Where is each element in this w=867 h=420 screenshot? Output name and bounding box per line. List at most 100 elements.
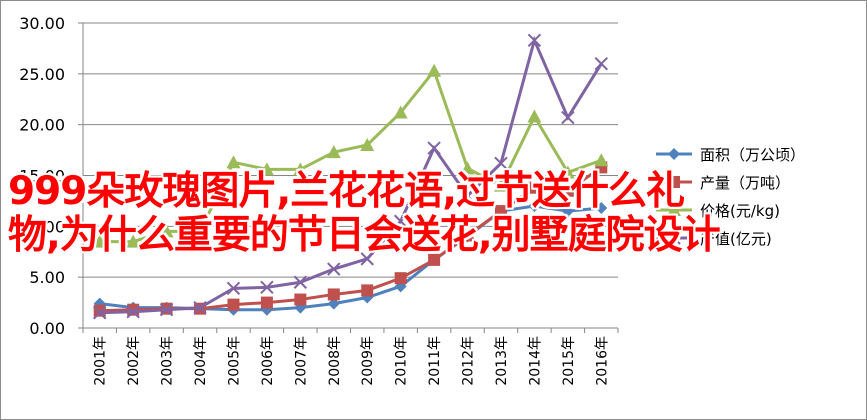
data-point <box>193 224 208 238</box>
legend-label: 产值(亿元) <box>700 230 772 248</box>
data-point <box>594 153 609 167</box>
legend-entry: 产量（万吨） <box>656 174 790 192</box>
x-tick-label: 2010年 <box>394 336 410 386</box>
data-point <box>159 302 174 317</box>
legend-label: 面积（万公顷） <box>700 146 805 164</box>
data-point <box>561 110 575 125</box>
data-point <box>528 200 541 212</box>
legend-marker <box>667 203 681 216</box>
data-point <box>293 162 308 176</box>
x-tick-label: 2003年 <box>160 336 176 386</box>
x-tick-label: 2006年 <box>260 336 276 386</box>
x-tick-label: 2014年 <box>527 336 543 386</box>
y-tick-label: 10.00 <box>19 217 65 236</box>
data-point <box>461 229 474 242</box>
data-point <box>393 105 408 119</box>
data-point <box>227 298 240 311</box>
series-line <box>99 67 602 244</box>
x-marker-stroke <box>527 33 542 47</box>
data-point <box>527 33 542 47</box>
x-tick-label: 2001年 <box>93 336 109 386</box>
data-point <box>126 305 140 319</box>
data-point <box>159 224 174 238</box>
data-point <box>560 165 575 179</box>
x-tick-label: 2007年 <box>293 336 309 386</box>
x-tick-label: 2011年 <box>427 336 443 386</box>
legend-marker <box>667 231 681 245</box>
overlay-title-line-2: 物,为什么重要的节日会送花,别墅庭院设计 <box>8 213 721 258</box>
x-tick-label: 2009年 <box>360 336 376 386</box>
data-point <box>127 303 140 316</box>
data-point <box>126 234 141 248</box>
data-point <box>394 272 407 285</box>
data-point <box>260 296 273 309</box>
x-marker-stroke <box>93 306 107 320</box>
data-point <box>259 162 274 176</box>
data-point <box>393 214 408 228</box>
x-tick-label: 2013年 <box>494 336 510 386</box>
data-point <box>527 109 542 123</box>
data-point <box>93 306 107 320</box>
series-line <box>99 35 603 315</box>
data-point <box>493 178 508 192</box>
data-point <box>93 304 106 317</box>
y-tick-label: 20.00 <box>19 116 65 135</box>
legend-label: 价格(元/kg) <box>700 202 780 220</box>
series-4 <box>93 33 608 320</box>
data-point <box>561 184 574 197</box>
x-marker-stroke <box>494 156 508 171</box>
data-point <box>327 297 340 310</box>
x-marker-stroke <box>226 281 241 296</box>
legend-label: 产量（万吨） <box>700 174 790 192</box>
data-point <box>260 280 274 295</box>
data-point <box>360 252 374 266</box>
x-tick-label: 2005年 <box>226 336 242 386</box>
data-point <box>92 234 107 248</box>
x-tick-label: 2016年 <box>594 336 610 386</box>
series-3 <box>92 63 609 248</box>
y-tick-label: 5.00 <box>29 268 65 287</box>
data-point <box>327 288 340 301</box>
data-point <box>594 56 608 71</box>
data-point <box>427 141 441 155</box>
x-marker-stroke <box>594 56 608 71</box>
x-tick-label: 2008年 <box>327 336 343 386</box>
x-marker-stroke <box>159 302 174 317</box>
data-point <box>428 253 441 266</box>
legend-entry: 价格(元/kg) <box>656 202 780 220</box>
overlay-title-line-1: 999朵玫瑰图片,兰花花语,过节送什么礼 <box>8 169 685 214</box>
data-point <box>293 275 308 289</box>
data-point <box>595 202 608 215</box>
data-point <box>561 205 574 218</box>
x-tick-label: 2015年 <box>561 336 577 386</box>
data-point <box>294 293 307 306</box>
x-marker-stroke <box>561 110 575 125</box>
x-marker-stroke <box>293 275 308 289</box>
y-tick-label: 25.00 <box>19 65 65 84</box>
y-tick-label: 15.00 <box>19 167 65 186</box>
x-marker-stroke <box>193 300 207 315</box>
x-marker-stroke <box>427 141 441 155</box>
data-point <box>226 281 241 296</box>
data-point <box>494 156 508 171</box>
data-point <box>193 300 207 315</box>
legend-entry: 面积（万公顷） <box>656 146 805 164</box>
data-point <box>226 155 241 169</box>
x-marker-stroke <box>327 262 341 276</box>
y-tick-label: 0.00 <box>29 319 65 338</box>
legend-entry: 产值(亿元) <box>656 230 772 248</box>
x-marker-stroke <box>126 305 140 319</box>
data-point <box>460 189 475 203</box>
legend-marker <box>668 176 680 188</box>
x-marker-stroke <box>393 214 408 228</box>
data-point <box>361 284 374 297</box>
x-marker-stroke <box>360 252 374 266</box>
data-point <box>327 262 341 276</box>
data-point <box>494 205 507 218</box>
data-point <box>326 145 341 159</box>
y-tick-label: 30.00 <box>19 14 65 33</box>
x-marker-stroke <box>667 231 681 245</box>
data-point <box>460 161 475 175</box>
legend-marker <box>668 148 680 160</box>
